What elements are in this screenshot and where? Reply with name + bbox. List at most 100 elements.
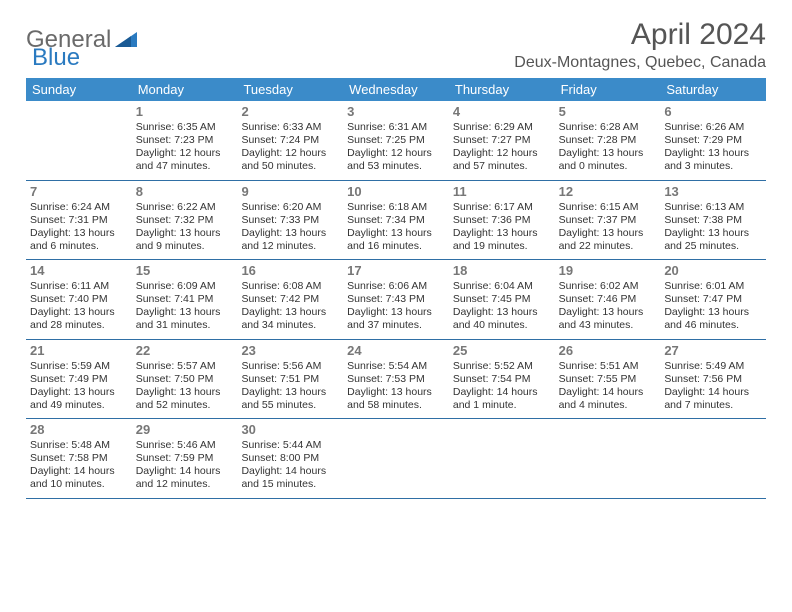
- sunrise-text: Sunrise: 5:46 AM: [136, 439, 234, 452]
- day-number: 20: [664, 263, 762, 278]
- sunrise-text: Sunrise: 6:28 AM: [559, 121, 657, 134]
- sunset-text: Sunset: 7:59 PM: [136, 452, 234, 465]
- calendar-day: 13 Sunrise: 6:13 AMSunset: 7:38 PMDayligh…: [660, 181, 766, 260]
- sunrise-text: Sunrise: 6:06 AM: [347, 280, 445, 293]
- sunrise-text: Sunrise: 6:15 AM: [559, 201, 657, 214]
- daylight-text: Daylight: 13 hours and 6 minutes.: [30, 227, 128, 253]
- brand-triangle-icon: [115, 29, 137, 52]
- sunset-text: Sunset: 7:46 PM: [559, 293, 657, 306]
- sunrise-text: Sunrise: 5:48 AM: [30, 439, 128, 452]
- sunrise-text: Sunrise: 5:54 AM: [347, 360, 445, 373]
- sunrise-text: Sunrise: 5:59 AM: [30, 360, 128, 373]
- daylight-text: Daylight: 12 hours and 53 minutes.: [347, 147, 445, 173]
- daylight-text: Daylight: 14 hours and 4 minutes.: [559, 386, 657, 412]
- sunset-text: Sunset: 7:55 PM: [559, 373, 657, 386]
- calendar-day: 18Sunrise: 6:04 AMSunset: 7:45 PMDayligh…: [449, 260, 555, 339]
- sunrise-text: Sunrise: 5:57 AM: [136, 360, 234, 373]
- calendar-day: 6Sunrise: 6:26 AMSunset: 7:29 PMDaylight…: [660, 101, 766, 180]
- calendar-day: 9 Sunrise: 6:20 AMSunset: 7:33 PMDaylight…: [237, 181, 343, 260]
- daylight-text: Daylight: 13 hours and 55 minutes.: [241, 386, 339, 412]
- sunset-text: Sunset: 7:32 PM: [136, 214, 234, 227]
- daylight-text: Daylight: 13 hours and 3 minutes.: [664, 147, 762, 173]
- day-number: 12: [559, 184, 657, 199]
- sunrise-text: Sunrise: 6:13 AM: [664, 201, 762, 214]
- calendar-day: [660, 419, 766, 498]
- day-number: 10: [347, 184, 445, 199]
- sunrise-text: Sunrise: 6:20 AM: [241, 201, 339, 214]
- daylight-text: Daylight: 13 hours and 49 minutes.: [30, 386, 128, 412]
- sunset-text: Sunset: 8:00 PM: [241, 452, 339, 465]
- sunrise-text: Sunrise: 6:17 AM: [453, 201, 551, 214]
- calendar-day: 19Sunrise: 6:02 AMSunset: 7:46 PMDayligh…: [555, 260, 661, 339]
- sunset-text: Sunset: 7:37 PM: [559, 214, 657, 227]
- calendar-day: [449, 419, 555, 498]
- sunset-text: Sunset: 7:47 PM: [664, 293, 762, 306]
- daylight-text: Daylight: 13 hours and 46 minutes.: [664, 306, 762, 332]
- daylight-text: Daylight: 14 hours and 1 minute.: [453, 386, 551, 412]
- sunset-text: Sunset: 7:28 PM: [559, 134, 657, 147]
- sunset-text: Sunset: 7:36 PM: [453, 214, 551, 227]
- sunset-text: Sunset: 7:56 PM: [664, 373, 762, 386]
- sunrise-text: Sunrise: 5:49 AM: [664, 360, 762, 373]
- day-number: 19: [559, 263, 657, 278]
- sunrise-text: Sunrise: 5:56 AM: [241, 360, 339, 373]
- daylight-text: Daylight: 13 hours and 31 minutes.: [136, 306, 234, 332]
- sunset-text: Sunset: 7:42 PM: [241, 293, 339, 306]
- sunset-text: Sunset: 7:49 PM: [30, 373, 128, 386]
- sunset-text: Sunset: 7:50 PM: [136, 373, 234, 386]
- calendar-day: 7Sunrise: 6:24 AMSunset: 7:31 PMDaylight…: [26, 181, 132, 260]
- sunset-text: Sunset: 7:33 PM: [241, 214, 339, 227]
- day-header: Monday: [132, 78, 238, 101]
- sunset-text: Sunset: 7:51 PM: [241, 373, 339, 386]
- calendar-day: 30Sunrise: 5:44 AMSunset: 8:00 PMDayligh…: [237, 419, 343, 498]
- sunrise-text: Sunrise: 6:35 AM: [136, 121, 234, 134]
- calendar-day: 22Sunrise: 5:57 AMSunset: 7:50 PMDayligh…: [132, 340, 238, 419]
- calendar-day: 4Sunrise: 6:29 AMSunset: 7:27 PMDaylight…: [449, 101, 555, 180]
- calendar-header-row: SundayMondayTuesdayWednesdayThursdayFrid…: [26, 78, 766, 101]
- sunrise-text: Sunrise: 6:31 AM: [347, 121, 445, 134]
- day-number: 6: [664, 104, 762, 119]
- sunset-text: Sunset: 7:34 PM: [347, 214, 445, 227]
- day-number: 5: [559, 104, 657, 119]
- day-header: Friday: [555, 78, 661, 101]
- calendar-day: 14Sunrise: 6:11 AMSunset: 7:40 PMDayligh…: [26, 260, 132, 339]
- daylight-text: Daylight: 13 hours and 0 minutes.: [559, 147, 657, 173]
- daylight-text: Daylight: 13 hours and 34 minutes.: [241, 306, 339, 332]
- daylight-text: Daylight: 12 hours and 47 minutes.: [136, 147, 234, 173]
- calendar-day: 11Sunrise: 6:17 AMSunset: 7:36 PMDayligh…: [449, 181, 555, 260]
- sunset-text: Sunset: 7:23 PM: [136, 134, 234, 147]
- day-number: 9: [241, 184, 339, 199]
- day-number: 13: [664, 184, 762, 199]
- calendar-week: 1Sunrise: 6:35 AMSunset: 7:23 PMDaylight…: [26, 101, 766, 181]
- calendar-day: 26Sunrise: 5:51 AMSunset: 7:55 PMDayligh…: [555, 340, 661, 419]
- daylight-text: Daylight: 14 hours and 12 minutes.: [136, 465, 234, 491]
- daylight-text: Daylight: 14 hours and 15 minutes.: [241, 465, 339, 491]
- day-number: 16: [241, 263, 339, 278]
- daylight-text: Daylight: 12 hours and 57 minutes.: [453, 147, 551, 173]
- daylight-text: Daylight: 12 hours and 50 minutes.: [241, 147, 339, 173]
- daylight-text: Daylight: 13 hours and 25 minutes.: [664, 227, 762, 253]
- calendar-day: 28Sunrise: 5:48 AMSunset: 7:58 PMDayligh…: [26, 419, 132, 498]
- calendar-day: [26, 101, 132, 180]
- day-number: 30: [241, 422, 339, 437]
- calendar-day: 3Sunrise: 6:31 AMSunset: 7:25 PMDaylight…: [343, 101, 449, 180]
- sunset-text: Sunset: 7:29 PM: [664, 134, 762, 147]
- day-number: 25: [453, 343, 551, 358]
- month-title: April 2024: [514, 18, 766, 52]
- daylight-text: Daylight: 13 hours and 12 minutes.: [241, 227, 339, 253]
- calendar-day: 27Sunrise: 5:49 AMSunset: 7:56 PMDayligh…: [660, 340, 766, 419]
- daylight-text: Daylight: 13 hours and 19 minutes.: [453, 227, 551, 253]
- calendar-day: 29Sunrise: 5:46 AMSunset: 7:59 PMDayligh…: [132, 419, 238, 498]
- daylight-text: Daylight: 13 hours and 16 minutes.: [347, 227, 445, 253]
- sunset-text: Sunset: 7:27 PM: [453, 134, 551, 147]
- day-number: 21: [30, 343, 128, 358]
- sunrise-text: Sunrise: 6:02 AM: [559, 280, 657, 293]
- day-header: Tuesday: [237, 78, 343, 101]
- calendar-day: 8Sunrise: 6:22 AMSunset: 7:32 PMDaylight…: [132, 181, 238, 260]
- day-header: Sunday: [26, 78, 132, 101]
- day-number: 15: [136, 263, 234, 278]
- sunset-text: Sunset: 7:38 PM: [664, 214, 762, 227]
- daylight-text: Daylight: 14 hours and 10 minutes.: [30, 465, 128, 491]
- calendar-week: 28Sunrise: 5:48 AMSunset: 7:58 PMDayligh…: [26, 419, 766, 499]
- sunset-text: Sunset: 7:53 PM: [347, 373, 445, 386]
